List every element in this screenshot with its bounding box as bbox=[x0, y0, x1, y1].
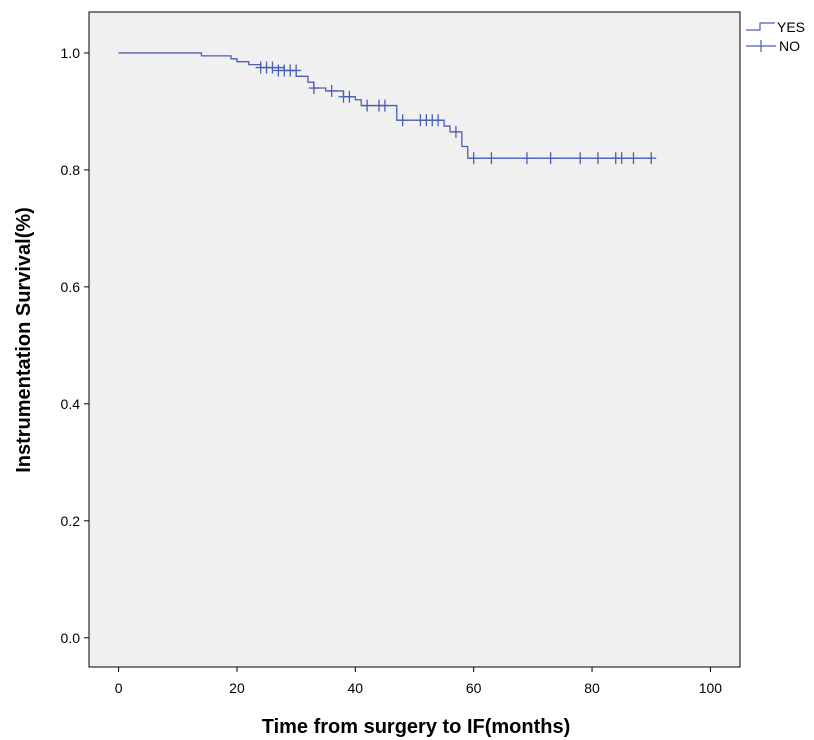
legend-no-label: NO bbox=[779, 38, 800, 54]
censor-mark bbox=[628, 152, 639, 165]
censor-mark bbox=[397, 114, 408, 127]
censor-mark bbox=[575, 152, 586, 165]
x-axis-title: Time from surgery to IF(months) bbox=[262, 716, 571, 738]
censor-mark bbox=[267, 61, 278, 74]
x-tick-label: 40 bbox=[348, 680, 364, 696]
y-tick-label: 0.2 bbox=[61, 513, 81, 529]
censor-mark bbox=[433, 114, 444, 127]
x-tick-label: 100 bbox=[699, 680, 723, 696]
censor-mark bbox=[521, 152, 532, 165]
censor-mark bbox=[616, 152, 627, 165]
y-tick-label: 0.4 bbox=[61, 396, 81, 412]
censor-mark bbox=[450, 125, 461, 138]
censor-mark bbox=[326, 84, 337, 97]
y-tick-label: 1.0 bbox=[61, 45, 81, 61]
censor-mark bbox=[545, 152, 556, 165]
y-tick-label: 0.8 bbox=[61, 162, 81, 178]
legend-yes-swatch bbox=[746, 22, 775, 31]
series-layer bbox=[118, 52, 657, 165]
legend-yes-label: YES bbox=[777, 19, 805, 35]
y-axis-title: Instrumentation Survival(%) bbox=[13, 207, 35, 473]
censor-mark bbox=[486, 152, 497, 165]
y-tick-label: 0.0 bbox=[61, 630, 81, 646]
censor-mark bbox=[291, 64, 302, 77]
x-axis-ticks: 0 20 40 60 80 100 bbox=[115, 667, 723, 696]
x-tick-label: 60 bbox=[466, 680, 482, 696]
y-tick-label: 0.6 bbox=[61, 279, 81, 295]
x-tick-label: 20 bbox=[229, 680, 245, 696]
censor-mark bbox=[379, 99, 390, 112]
survival-step-line bbox=[118, 52, 652, 159]
y-axis-ticks: 0.0 0.2 0.4 0.6 0.8 1.0 bbox=[61, 45, 89, 646]
x-tick-label: 0 bbox=[115, 680, 123, 696]
censor-mark bbox=[308, 82, 319, 95]
censor-mark bbox=[592, 152, 603, 165]
x-tick-label: 80 bbox=[584, 680, 600, 696]
censor-mark bbox=[646, 152, 657, 165]
censor-mark bbox=[468, 152, 479, 165]
plot-background bbox=[88, 11, 741, 668]
censor-mark bbox=[344, 90, 355, 103]
censor-mark bbox=[362, 99, 373, 112]
legend: YES NO bbox=[746, 19, 805, 54]
